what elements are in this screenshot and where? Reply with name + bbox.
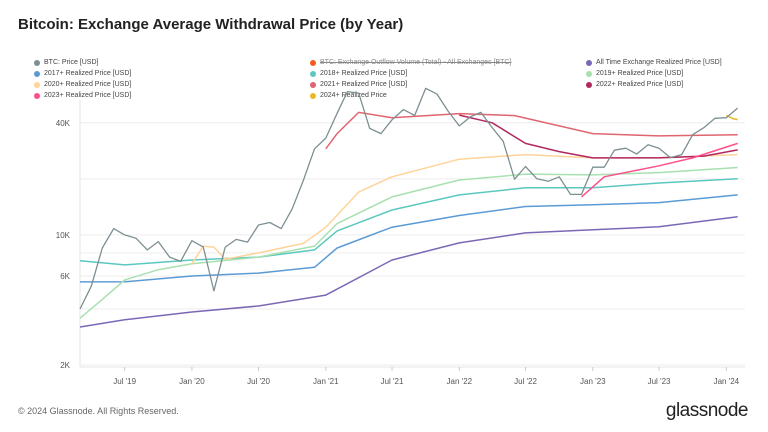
- y-tick-label: 2K: [60, 361, 70, 370]
- legend-item[interactable]: BTC: Price [USD]: [34, 59, 98, 66]
- legend-color-dot: [586, 70, 592, 77]
- glassnode-logo: glassnode: [665, 400, 749, 421]
- legend-label: 2018+ Realized Price [USD]: [320, 70, 408, 77]
- legend-item[interactable]: 2023+ Realized Price [USD]: [34, 92, 131, 99]
- series-line: [325, 111, 738, 150]
- legend-label: 2023+ Realized Price [USD]: [44, 92, 132, 99]
- legend-item[interactable]: 2024+ Realized Price: [310, 92, 387, 99]
- legend-color-dot: [310, 81, 316, 88]
- series-line: [79, 166, 738, 319]
- series-line: [581, 142, 738, 198]
- legend-item[interactable]: 2018+ Realized Price [USD]: [310, 70, 407, 77]
- legend-color-dot: [34, 81, 40, 88]
- x-tick-label: Jul '22: [514, 377, 537, 386]
- legend-item[interactable]: 2017+ Realized Price [USD]: [34, 70, 131, 77]
- legend-label: 2019+ Realized Price [USD]: [596, 70, 684, 77]
- legend-color-dot: [310, 59, 316, 66]
- x-tick-label: Jan '24: [714, 377, 740, 386]
- x-tick-label: Jul '20: [247, 377, 270, 386]
- legend-label: 2022+ Realized Price [USD]: [596, 81, 684, 88]
- legend-color-dot: [34, 59, 40, 66]
- x-tick-label: Jan '20: [179, 377, 205, 386]
- legend-item[interactable]: 2021+ Realized Price [USD]: [310, 81, 407, 88]
- y-tick-label: 40K: [56, 119, 71, 128]
- series-line: [79, 178, 738, 266]
- copyright-footer: © 2024 Glassnode. All Rights Reserved.: [18, 406, 179, 416]
- x-tick-label: Jul '21: [381, 377, 404, 386]
- legend-item[interactable]: 2020+ Realized Price [USD]: [34, 81, 131, 88]
- legend-item[interactable]: 2019+ Realized Price [USD]: [586, 70, 683, 77]
- legend-color-dot: [586, 81, 592, 88]
- legend-label: 2017+ Realized Price [USD]: [44, 70, 132, 77]
- legend-color-dot: [310, 92, 316, 99]
- legend-label: 2021+ Realized Price [USD]: [320, 81, 408, 88]
- series-line: [459, 114, 738, 159]
- legend-color-dot: [34, 70, 40, 77]
- series-line: [79, 87, 739, 310]
- x-tick-label: Jan '22: [447, 377, 473, 386]
- legend-label: 2020+ Realized Price [USD]: [44, 81, 132, 88]
- x-tick-label: Jan '23: [580, 377, 606, 386]
- y-tick-label: 6K: [60, 272, 70, 281]
- series-line: [79, 216, 738, 328]
- legend-color-dot: [34, 92, 40, 99]
- series-line: [191, 153, 738, 265]
- legend-item[interactable]: 2022+ Realized Price [USD]: [586, 81, 683, 88]
- legend-item[interactable]: All Time Exchange Realized Price [USD]: [586, 59, 722, 66]
- x-tick-label: Jan '21: [313, 377, 339, 386]
- y-tick-label: 10K: [56, 231, 71, 240]
- x-tick-label: Jul '23: [648, 377, 671, 386]
- chart-title: Bitcoin: Exchange Average Withdrawal Pri…: [18, 16, 404, 33]
- legend-label: BTC: Price [USD]: [44, 59, 99, 66]
- legend-color-dot: [310, 70, 316, 77]
- legend-label: 2024+ Realized Price: [320, 92, 387, 99]
- legend-color-dot: [586, 59, 592, 66]
- series-line: [79, 194, 738, 283]
- legend-item[interactable]: BTC: Exchange Outflow Volume (Total) - A…: [310, 59, 511, 66]
- x-tick-label: Jul '19: [113, 377, 136, 386]
- legend-label: All Time Exchange Realized Price [USD]: [596, 59, 722, 66]
- legend-label: BTC: Exchange Outflow Volume (Total) - A…: [320, 59, 512, 66]
